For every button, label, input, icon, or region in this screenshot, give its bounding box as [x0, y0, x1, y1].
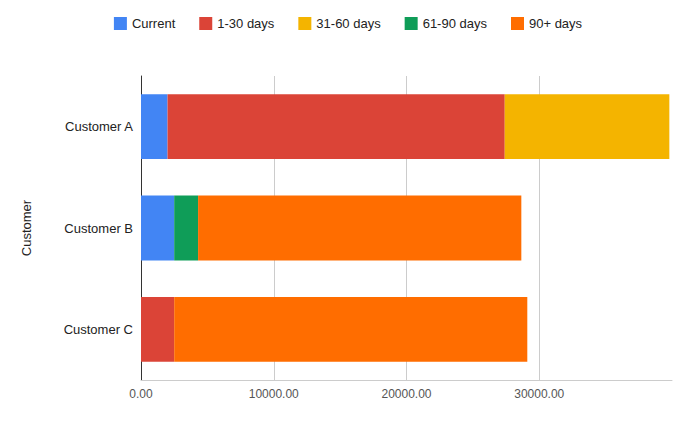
svg-text:31-60 days: 31-60 days: [316, 16, 381, 31]
svg-text:90+ days: 90+ days: [529, 16, 583, 31]
svg-text:1-30 days: 1-30 days: [217, 16, 275, 31]
svg-text:61-90 days: 61-90 days: [423, 16, 488, 31]
svg-text:Customer A: Customer A: [65, 119, 133, 134]
svg-text:20000.00: 20000.00: [381, 387, 431, 401]
svg-text:Current: Current: [132, 16, 176, 31]
svg-text:Customer B: Customer B: [64, 221, 133, 236]
svg-text:Customer C: Customer C: [64, 322, 133, 337]
svg-text:30000.00: 30000.00: [514, 387, 564, 401]
svg-text:0.00: 0.00: [129, 387, 153, 401]
svg-text:Customer: Customer: [19, 199, 34, 256]
svg-text:10000.00: 10000.00: [249, 387, 299, 401]
